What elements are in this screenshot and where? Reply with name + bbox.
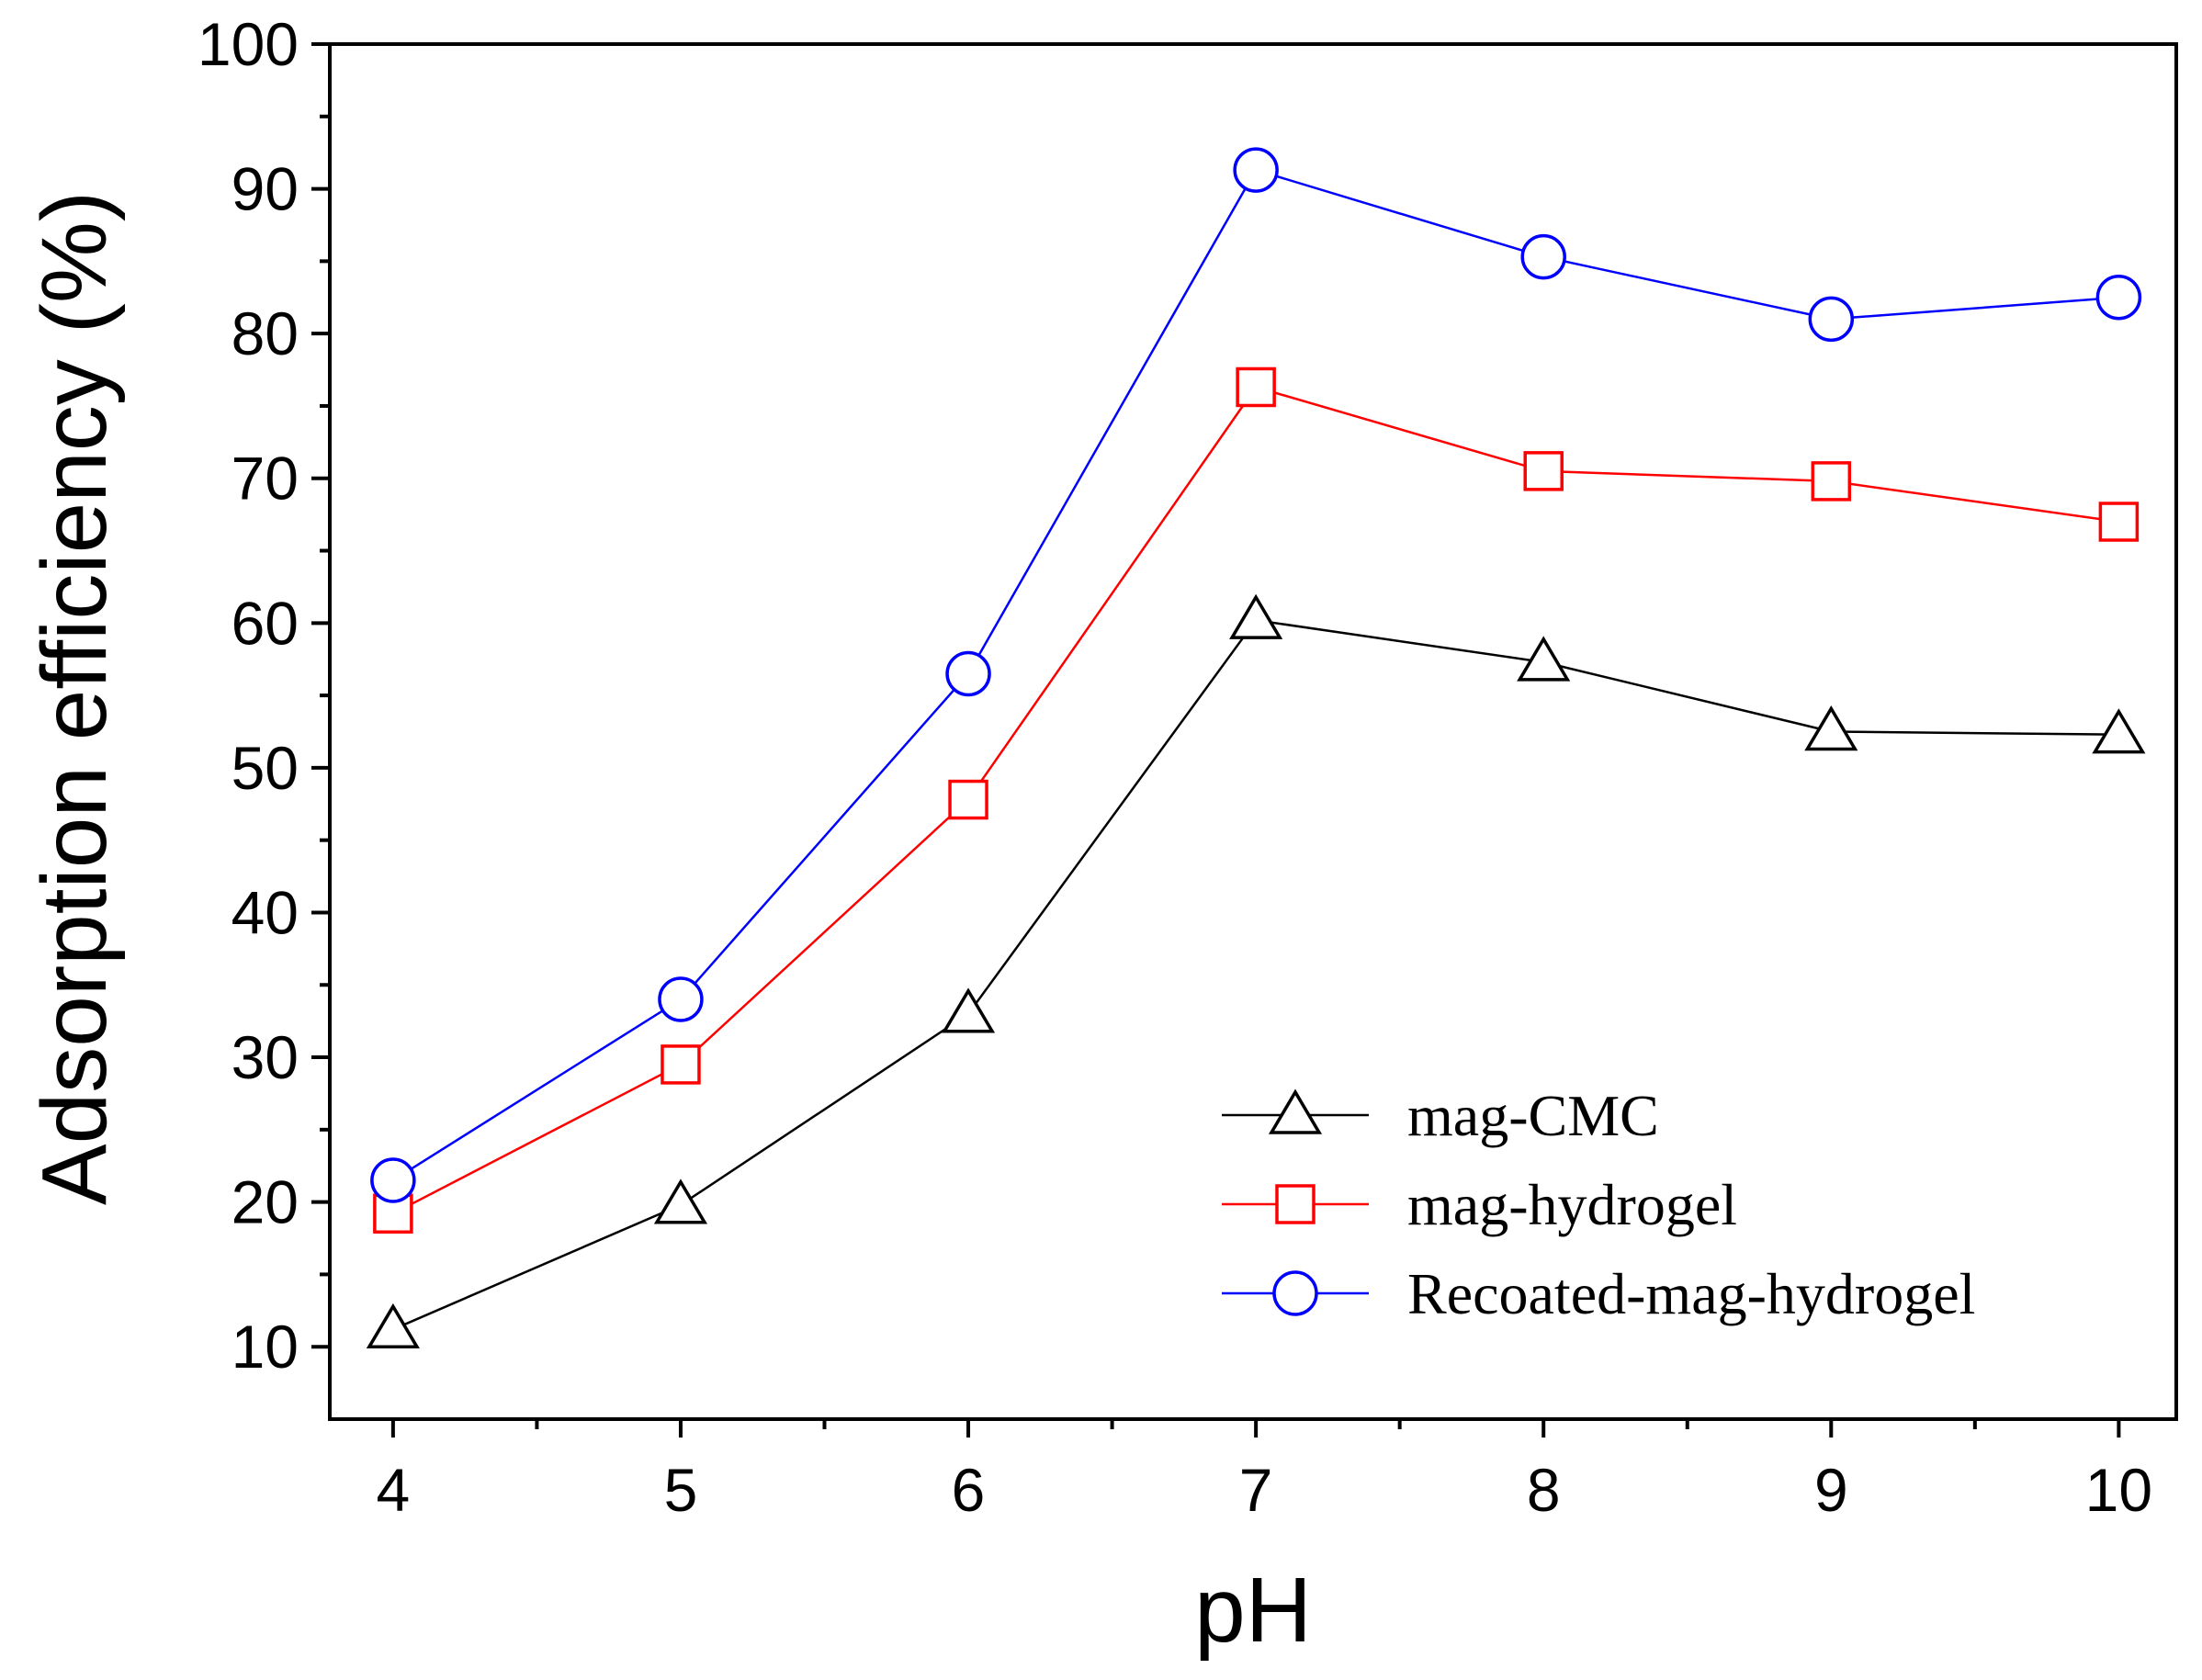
legend-item: Recoated-mag-hydrogel bbox=[1222, 1261, 1975, 1326]
x-tick-label: 9 bbox=[1814, 1456, 1848, 1524]
legend: mag-CMC mag-hydrogel Recoated-mag-hydrogel bbox=[1222, 1083, 1975, 1326]
y-tick-label: 70 bbox=[231, 445, 299, 513]
data-point bbox=[1811, 461, 1852, 502]
data-point bbox=[1517, 636, 1571, 682]
y-tick-label: 60 bbox=[231, 589, 299, 657]
legend-marker bbox=[1268, 1088, 1323, 1134]
data-point bbox=[1229, 593, 1283, 639]
y-tick-label: 90 bbox=[231, 155, 299, 223]
data-point bbox=[1523, 451, 1564, 491]
x-tick-label: 10 bbox=[2085, 1456, 2152, 1524]
series-recoated-mag-hydrogel bbox=[370, 147, 2142, 1203]
data-point bbox=[1236, 366, 1276, 408]
legend-marker bbox=[1275, 1184, 1316, 1224]
data-point bbox=[661, 1044, 701, 1085]
y-tick-label: 40 bbox=[231, 878, 299, 946]
y-axis: 10 20 30 40 50 60 70 80 90 100 bbox=[198, 10, 330, 1381]
series-line bbox=[392, 386, 2119, 1215]
data-point bbox=[653, 1178, 708, 1224]
data-point bbox=[941, 987, 996, 1033]
legend-label: Recoated-mag-hydrogel bbox=[1407, 1261, 1975, 1326]
legend-label: mag-CMC bbox=[1407, 1083, 1659, 1148]
y-tick-label: 50 bbox=[231, 734, 299, 802]
x-tick-label: 8 bbox=[1527, 1456, 1561, 1524]
data-point bbox=[948, 779, 988, 820]
data-point bbox=[658, 976, 704, 1022]
y-tick-label: 30 bbox=[231, 1023, 299, 1091]
legend-label: mag-hydrogel bbox=[1407, 1172, 1737, 1237]
data-point bbox=[1520, 233, 1566, 280]
data-point bbox=[370, 1157, 416, 1203]
x-tick-label: 5 bbox=[664, 1456, 698, 1524]
data-point bbox=[366, 1302, 420, 1349]
y-tick-label: 80 bbox=[231, 299, 299, 367]
series-layer bbox=[366, 147, 2146, 1349]
y-tick-label: 10 bbox=[231, 1313, 299, 1381]
y-axis-title: Adsorption efficiency (%) bbox=[23, 191, 126, 1205]
x-tick-label: 7 bbox=[1239, 1456, 1273, 1524]
data-point bbox=[1233, 147, 1279, 193]
x-axis: 4 5 6 7 8 9 10 bbox=[377, 1419, 2152, 1524]
data-point bbox=[2092, 708, 2146, 754]
data-point bbox=[2098, 502, 2140, 542]
legend-marker bbox=[1272, 1270, 1318, 1316]
data-point bbox=[945, 650, 991, 697]
series-line bbox=[392, 618, 2119, 1331]
y-tick-label: 20 bbox=[231, 1168, 299, 1236]
series-line bbox=[392, 168, 2119, 1182]
x-tick-label: 6 bbox=[952, 1456, 986, 1524]
x-tick-label: 4 bbox=[377, 1456, 411, 1524]
data-point bbox=[2095, 275, 2142, 321]
legend-item: mag-CMC bbox=[1222, 1083, 1659, 1148]
data-point bbox=[1808, 296, 1855, 343]
data-point bbox=[1804, 705, 1858, 751]
x-axis-title: pH bbox=[1194, 1559, 1312, 1662]
series-mag-hydrogel bbox=[373, 366, 2140, 1234]
legend-item: mag-hydrogel bbox=[1222, 1172, 1737, 1237]
plot-frame bbox=[328, 42, 2178, 1421]
series-mag-cmc bbox=[366, 593, 2146, 1349]
y-tick-label: 100 bbox=[198, 10, 299, 78]
